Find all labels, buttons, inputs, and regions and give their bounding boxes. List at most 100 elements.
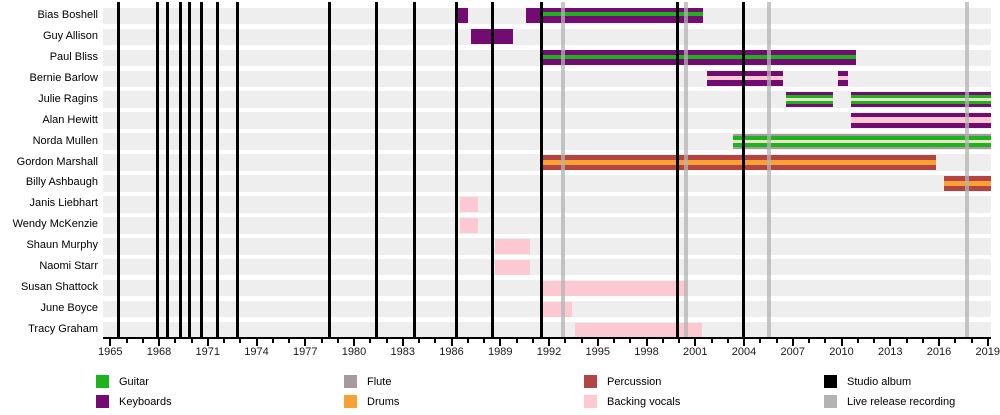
legend-item: Studio album <box>824 375 911 388</box>
member-label: Bernie Barlow <box>29 71 98 84</box>
timeline-bar <box>575 322 702 338</box>
legend-swatch-percussion <box>584 375 597 388</box>
axis-minor-tick <box>678 339 681 343</box>
timeline-bar <box>459 217 478 233</box>
studio-album-line <box>188 2 192 337</box>
bar-stripe-backing_vocals <box>706 75 783 80</box>
bar-stripe-backing_vocals <box>495 259 530 275</box>
axis-year-label: 2013 <box>878 346 903 358</box>
bar-stripe-cream <box>786 98 834 102</box>
timeline-bar <box>495 259 530 275</box>
axis-major-tick <box>304 339 307 346</box>
bar-stripe-keyboards <box>838 71 848 76</box>
bar-stripe-guitar <box>786 101 834 105</box>
axis-minor-tick <box>336 339 339 343</box>
legend-item: Guitar <box>96 375 149 388</box>
axis-minor-tick <box>483 339 486 343</box>
legend-swatch-keyboards <box>96 395 109 408</box>
axis-year-label: 1983 <box>390 346 416 358</box>
axis-minor-tick <box>808 339 810 343</box>
legend-label: Keyboards <box>119 395 172 408</box>
legend-item: Live release recording <box>824 395 955 408</box>
axis-year-label: 1977 <box>293 346 318 358</box>
axis-minor-tick <box>320 339 323 343</box>
axis-minor-tick <box>970 339 973 343</box>
bar-stripe-keyboards <box>786 92 834 96</box>
timeline-bar <box>732 134 991 150</box>
axis-minor-tick <box>954 339 957 343</box>
member-label: June Boyce <box>40 302 98 315</box>
bar-stripe-keyboards <box>786 104 834 108</box>
member-label: Norda Mullen <box>32 134 98 147</box>
studio-album-line <box>155 2 159 337</box>
bar-stripe-keyboards <box>851 92 991 96</box>
axis-year-label: 1998 <box>634 346 659 358</box>
axis-minor-tick <box>125 339 128 343</box>
bar-stripe-keyboards <box>541 58 857 66</box>
axis-minor-tick <box>190 339 193 343</box>
axis-minor-tick <box>418 339 421 343</box>
axis-minor-tick <box>271 339 274 343</box>
bar-stripe-keyboards <box>851 104 991 108</box>
legend-item: Percussion <box>584 375 661 388</box>
timeline-bar <box>541 50 857 66</box>
member-label: Naomi Starr <box>39 260 98 273</box>
bar-stripe-backing_vocals <box>542 280 688 296</box>
axis-minor-tick <box>434 339 437 343</box>
axis-major-tick <box>938 339 940 346</box>
member-label: Guy Allison <box>42 29 98 42</box>
bar-stripe-keyboards <box>526 8 542 24</box>
bar-stripe-drums <box>542 160 936 166</box>
axis-minor-tick <box>288 339 291 343</box>
studio-album-line <box>540 2 544 337</box>
timeline-bar <box>459 196 478 212</box>
legend-label: Drums <box>367 395 400 408</box>
axis-minor-tick <box>629 339 632 343</box>
axis-year-label: 2010 <box>829 346 854 358</box>
legend-swatch-flute <box>344 375 357 388</box>
live-recording-line <box>560 2 565 337</box>
axis-minor-tick <box>856 339 859 343</box>
axis-major-tick <box>206 339 209 346</box>
axis-year-label: 1974 <box>244 346 269 358</box>
axis-major-tick <box>986 339 989 346</box>
legend-item: Flute <box>344 375 391 388</box>
axis-major-tick <box>548 339 551 346</box>
studio-album-line <box>199 2 203 337</box>
bar-stripe-keyboards <box>838 79 848 87</box>
timeline-bar <box>541 8 704 24</box>
axis-major-tick <box>401 339 404 346</box>
bar-stripe-backing_vocals <box>575 322 702 338</box>
legend-label: Guitar <box>119 375 149 388</box>
studio-album-line <box>375 2 379 337</box>
studio-album-line <box>413 2 417 337</box>
bar-stripe-keyboards <box>851 113 991 118</box>
axis-major-tick <box>353 339 356 346</box>
studio-album-line <box>328 2 332 337</box>
bar-stripe-guitar <box>732 136 991 141</box>
bar-stripe-keyboards <box>706 79 783 87</box>
bar-stripe-guitar <box>732 143 991 148</box>
bar-stripe-guitar <box>851 101 991 105</box>
timeline-bar <box>495 238 530 254</box>
timeline-bar <box>851 92 991 108</box>
bar-stripe-guitar <box>541 54 857 59</box>
timeline-bar <box>542 301 572 317</box>
axis-minor-tick <box>515 339 518 343</box>
legend-label: Live release recording <box>847 395 956 408</box>
axis-minor-tick <box>174 339 177 343</box>
bar-stripe-keyboards <box>851 123 991 129</box>
plot-area <box>103 2 991 339</box>
studio-album-line <box>675 2 679 337</box>
studio-album-line <box>165 2 169 337</box>
axis-major-tick <box>791 339 794 346</box>
timeline-bar <box>838 71 848 87</box>
axis-year-label: 2007 <box>780 346 805 358</box>
axis-minor-tick <box>385 339 388 343</box>
timeline-bar <box>851 113 991 129</box>
axis-major-tick <box>743 339 746 346</box>
axis-minor-tick <box>613 339 616 343</box>
member-label: Alan Hewitt <box>42 113 98 126</box>
bar-stripe-percussion <box>542 155 936 161</box>
legend-swatch-studio_album <box>824 375 837 388</box>
